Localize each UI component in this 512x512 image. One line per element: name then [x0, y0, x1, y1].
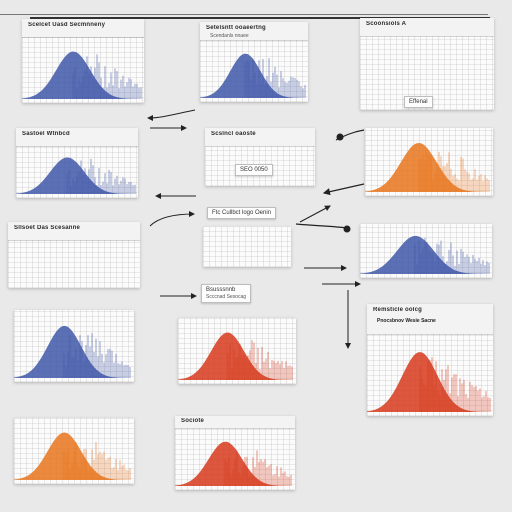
callout-text: Ftc Cullbct logo Oenin: [212, 210, 272, 216]
peak-chart: [367, 352, 493, 412]
chart-panel: Sociote: [175, 416, 295, 490]
peak-chart: [365, 143, 493, 192]
peak-chart: [16, 157, 138, 194]
peak-area: [16, 157, 138, 194]
chart-area: [360, 224, 492, 278]
peak-area: [200, 53, 308, 98]
panel-title: Sllsoet Das Scesanne: [14, 225, 81, 231]
chart-panel: Sastoel Wtnbcd: [16, 128, 138, 198]
chart-panel: Scelcet Uasd Secmnneny: [22, 19, 144, 103]
panel-title: Setelsntt ooaeertng: [206, 25, 266, 31]
peak-chart: [14, 432, 134, 480]
table-panel: Sllsoet Das Scesanne: [8, 222, 140, 288]
table-area: Effenal: [360, 36, 494, 110]
chart-panel: [14, 418, 134, 484]
peak-area: [22, 51, 144, 99]
peak-area: [360, 235, 492, 274]
connector-arrow: [149, 211, 195, 227]
peak-chart: [175, 441, 295, 486]
panel-title: Remsticle oolcg: [373, 307, 423, 313]
header-rule-thin: [0, 14, 488, 15]
panel-title: Sociote: [181, 418, 205, 424]
panel-subtitle: Pnocsbnov Wesie Sacne: [377, 318, 436, 324]
peak-chart: [22, 51, 144, 99]
chart-panel: [178, 318, 296, 384]
chart-area: [22, 37, 144, 103]
peak-area: [14, 325, 134, 378]
peak-chart: [360, 235, 492, 274]
callout-note: Bsusssnnb Scccnad Sesocag: [201, 284, 252, 303]
panel-title: Sastoel Wtnbcd: [22, 131, 70, 137]
chart-area: [16, 146, 138, 198]
connector-arrow: [147, 109, 196, 121]
peak-area: [178, 332, 296, 380]
panel-subtitle: Scendanls nnaee: [210, 33, 249, 39]
callout-text: Bsusssnnb: [206, 287, 236, 293]
callout-subtext: Scccnad Sesocag: [206, 294, 247, 300]
chart-panel: [14, 310, 134, 382]
peak-chart: [14, 325, 134, 378]
connector-node: [336, 133, 344, 141]
panel-title: Scslncl oaoste: [211, 131, 256, 137]
callout-note: Ftc Cullbct logo Oenin: [207, 207, 277, 219]
chart-area: [14, 418, 134, 484]
chart-panel: Remsticle oolcg Pnocsbnov Wesie Sacne: [367, 304, 493, 416]
table-panel: Scslncl oaoste SEO 0050: [205, 128, 315, 186]
panel-title: Scelcet Uasd Secmnneny: [28, 22, 106, 28]
table-panel: Scoonsiols A Effenal: [360, 18, 494, 110]
table-area: [8, 240, 140, 288]
chart-area: [178, 318, 296, 384]
table-area: SEO 0050: [205, 146, 315, 186]
peak-chart: [178, 332, 296, 380]
table-area: [203, 227, 291, 267]
header-rule: [30, 17, 490, 19]
chart-area: [175, 428, 295, 490]
connector-arrow: [299, 205, 331, 223]
chart-area: [200, 40, 308, 102]
panel-subtitle: SEO 0050: [235, 164, 273, 176]
peak-chart: [200, 53, 308, 98]
panel-subtitle: Effenal: [404, 96, 433, 108]
chart-area: [365, 128, 493, 196]
chart-panel: [365, 128, 493, 196]
connector-node: [343, 225, 351, 233]
connector-arrow: [295, 223, 349, 229]
chart-area: [14, 310, 134, 382]
chart-area: [367, 334, 493, 416]
chart-panel: Setelsntt ooaeertng Scendanls nnaee: [200, 22, 308, 102]
panel-title: Scoonsiols A: [366, 21, 407, 27]
table-panel: [203, 227, 291, 267]
chart-panel: [360, 224, 492, 278]
connector-arrow: [322, 183, 365, 196]
